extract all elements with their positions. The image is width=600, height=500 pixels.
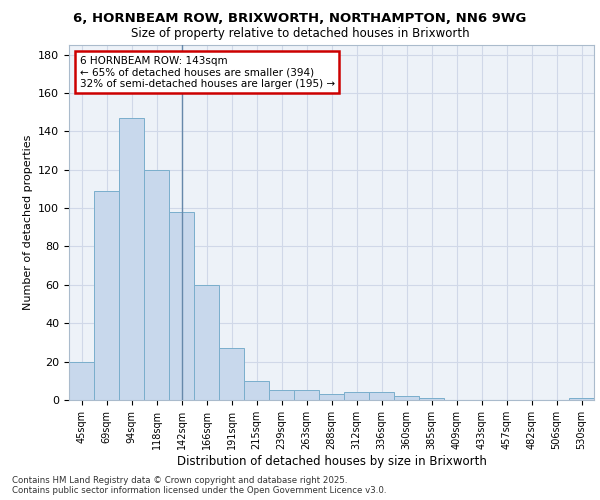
Bar bbox=[369, 392, 394, 400]
Text: 6 HORNBEAM ROW: 143sqm
← 65% of detached houses are smaller (394)
32% of semi-de: 6 HORNBEAM ROW: 143sqm ← 65% of detached… bbox=[79, 56, 335, 89]
Bar bbox=[119, 118, 144, 400]
Bar bbox=[269, 390, 294, 400]
Bar bbox=[569, 398, 594, 400]
Bar bbox=[419, 398, 444, 400]
X-axis label: Distribution of detached houses by size in Brixworth: Distribution of detached houses by size … bbox=[176, 454, 487, 468]
Text: Contains HM Land Registry data © Crown copyright and database right 2025.
Contai: Contains HM Land Registry data © Crown c… bbox=[12, 476, 386, 495]
Text: Size of property relative to detached houses in Brixworth: Size of property relative to detached ho… bbox=[131, 28, 469, 40]
Y-axis label: Number of detached properties: Number of detached properties bbox=[23, 135, 32, 310]
Text: 6, HORNBEAM ROW, BRIXWORTH, NORTHAMPTON, NN6 9WG: 6, HORNBEAM ROW, BRIXWORTH, NORTHAMPTON,… bbox=[73, 12, 527, 26]
Bar bbox=[69, 362, 94, 400]
Bar bbox=[169, 212, 194, 400]
Bar bbox=[394, 396, 419, 400]
Bar bbox=[244, 381, 269, 400]
Bar bbox=[94, 191, 119, 400]
Bar bbox=[319, 394, 344, 400]
Bar bbox=[344, 392, 369, 400]
Bar bbox=[194, 285, 219, 400]
Bar bbox=[144, 170, 169, 400]
Bar bbox=[219, 348, 244, 400]
Bar bbox=[294, 390, 319, 400]
